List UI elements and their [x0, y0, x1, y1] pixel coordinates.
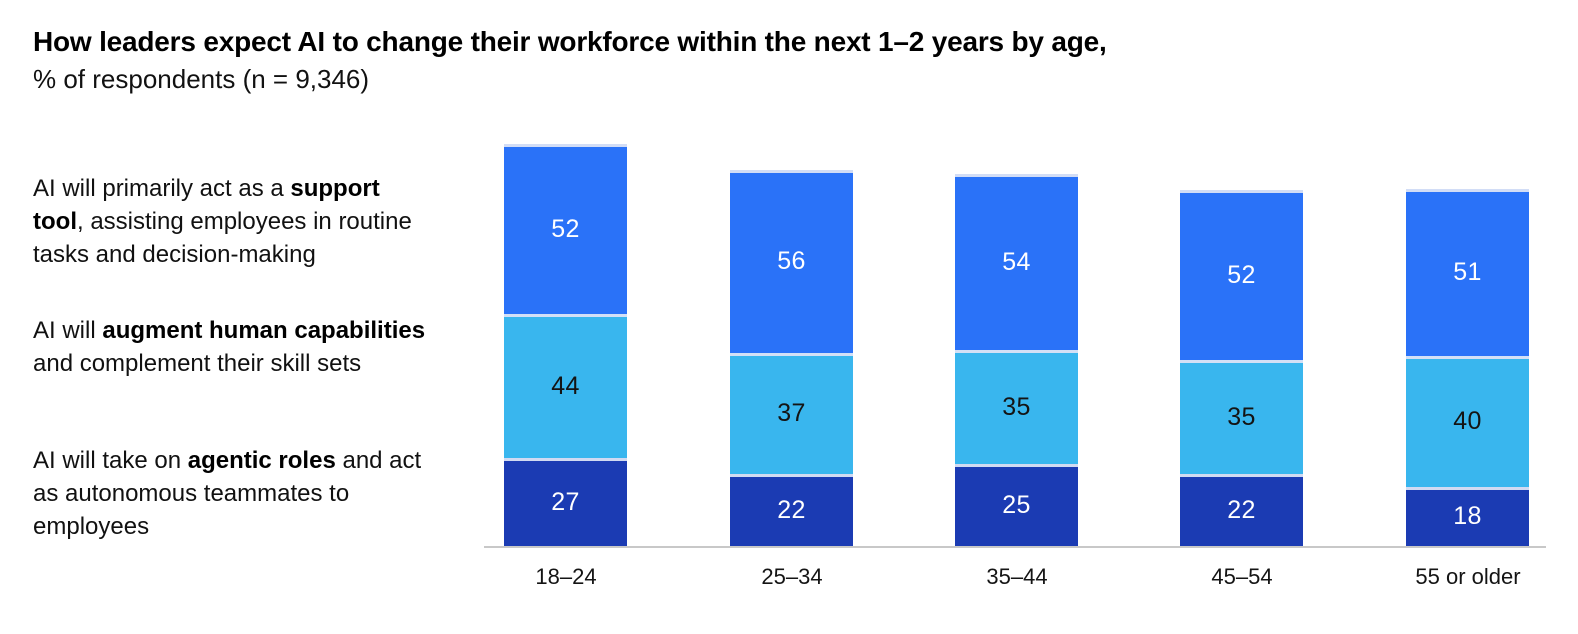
chart-title: How leaders expect AI to change their wo… — [33, 26, 1107, 57]
series-label-text: , assisting employees in routine tasks a… — [33, 208, 412, 268]
bar-value-label: 22 — [777, 495, 806, 524]
bar-segment-series-1-45–54: 35 — [1180, 360, 1303, 474]
bar-35–44: 25 35 54 — [955, 0, 1078, 546]
x-axis-tick-label-1: 25–34 — [761, 564, 823, 589]
chart-header: How leaders expect AI to change their wo… — [33, 24, 1533, 97]
bar-value-label: 54 — [1002, 247, 1031, 276]
x-axis-tick-label-4: 55 or older — [1415, 564, 1521, 589]
bar-segment-series-0-18–24: 52 — [504, 144, 627, 314]
bar-segment-series-2-18–24: 27 — [504, 458, 627, 546]
series-label-text: and act as autonomous teammates to emplo… — [33, 447, 422, 540]
bar-segment-series-2-55 or older: 18 — [1406, 487, 1529, 546]
series-label-2: AI will take on agentic roles and act as… — [33, 444, 433, 543]
series-label-0: AI will primarily act as a support tool,… — [33, 172, 433, 271]
x-axis-tick-label-0: 18–24 — [535, 564, 597, 589]
x-axis-tick-label-2: 35–44 — [986, 564, 1048, 589]
series-label-keyword: agentic roles — [187, 447, 336, 474]
bar-value-label: 51 — [1453, 258, 1482, 286]
bar-value-label: 44 — [551, 371, 580, 400]
bar-segment-series-2-35–44: 25 — [955, 464, 1078, 546]
bar-segment-series-1-18–24: 44 — [504, 314, 627, 458]
bar-55 or older: 18 40 51 — [1406, 0, 1529, 546]
bar-value-label: 25 — [1002, 490, 1031, 519]
series-label-text: AI will primarily act as a — [33, 175, 291, 202]
bar-value-label: 52 — [1227, 260, 1256, 289]
bar-segment-series-2-25–34: 22 — [730, 474, 853, 546]
series-label-keyword: support tool — [33, 175, 380, 235]
bar-segment-series-0-35–44: 54 — [955, 174, 1078, 350]
bar-segment-series-0-55 or older: 51 — [1406, 189, 1529, 356]
bar-segment-series-0-45–54: 52 — [1180, 190, 1303, 360]
bar-segment-series-1-25–34: 37 — [730, 353, 853, 474]
bar-segment-series-1-55 or older: 40 — [1406, 356, 1529, 487]
bar-value-label: 18 — [1453, 502, 1482, 530]
series-label-text: and complement their skill sets — [33, 350, 362, 377]
bar-value-label: 35 — [1002, 392, 1031, 421]
series-label-text: AI will — [33, 317, 103, 344]
chart-subtitle: % of respondents (n = 9,346) — [33, 63, 370, 94]
bar-25–34: 22 37 56 — [730, 0, 853, 546]
bar-segment-series-1-35–44: 35 — [955, 350, 1078, 464]
series-label-keyword: augment human capabilities — [102, 317, 426, 344]
bar-18–24: 27 44 52 — [504, 0, 627, 546]
bar-value-label: 56 — [777, 247, 806, 275]
bar-value-label: 40 — [1453, 407, 1482, 435]
series-label-text: AI will take on — [33, 447, 188, 474]
x-axis-line — [484, 546, 1546, 548]
bar-value-label: 52 — [551, 214, 580, 243]
bar-value-label: 27 — [551, 487, 580, 516]
x-axis-tick-label-3: 45–54 — [1211, 564, 1273, 589]
bar-value-label: 35 — [1227, 402, 1256, 431]
bar-segment-series-0-25–34: 56 — [730, 170, 853, 353]
bar-segment-series-2-45–54: 22 — [1180, 474, 1303, 546]
bar-value-label: 22 — [1227, 495, 1256, 524]
bar-45–54: 22 35 52 — [1180, 0, 1303, 546]
series-label-1: AI will augment human capabilities and c… — [33, 314, 433, 380]
bar-value-label: 37 — [777, 399, 806, 427]
